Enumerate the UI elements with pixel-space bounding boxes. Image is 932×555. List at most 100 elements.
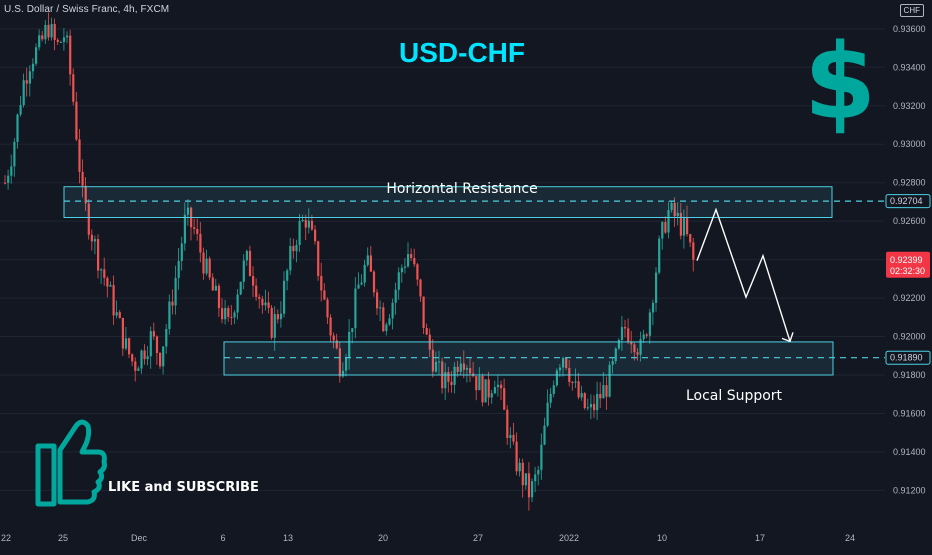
candle-body [617,340,620,349]
candle-body [351,328,354,332]
candle-body [686,218,689,235]
candle-body [121,318,124,349]
candle-body [62,37,66,42]
candle-body [382,307,385,332]
candle-body [193,227,196,230]
thumbs-up-icon [35,419,107,507]
candle-body [298,221,301,246]
candle-body [137,368,140,371]
candle-body [90,234,93,242]
candle-body [447,372,450,382]
resistance-zone[interactable] [63,186,833,219]
candle-body [103,269,106,278]
y-tick-label: 0.93400 [893,62,926,72]
candle-body [196,229,199,234]
candle-body [555,370,558,386]
support-zone[interactable] [223,341,834,376]
x-tick-label: 10 [657,533,667,543]
candle-body [41,35,44,40]
candle-body [258,296,261,299]
support-price-tag: 0.91890 [885,350,931,365]
candle-body [7,175,10,183]
candle-body [19,105,22,115]
candle-body [106,277,109,287]
candle-body [425,327,428,335]
candle-body [279,313,283,320]
candle-body [552,385,555,394]
y-tick-label: 0.91800 [893,370,926,380]
candle-body [13,141,16,167]
candle-body [679,212,682,236]
candle-body [69,35,72,75]
resistance-label: Horizontal Resistance [386,181,537,197]
candle-body [372,271,376,293]
x-tick-label: 17 [755,533,765,543]
candle-body [283,280,286,314]
candle-body [140,350,143,369]
projection-path[interactable] [696,207,791,342]
candle-body [208,258,211,278]
candle-body [515,441,518,472]
candle-body [438,361,441,363]
candle-body [434,361,438,372]
candle-body [596,393,599,411]
x-tick-label: 2022 [559,533,579,543]
candle-body [56,39,59,43]
candle-body [369,255,372,272]
candle-body [388,318,391,325]
candle-body [419,279,422,297]
candle-body [329,317,332,336]
candle-body [310,220,314,230]
x-tick-label: 6 [220,533,225,543]
candle-body [317,241,320,276]
candles [4,12,695,511]
candle-body [627,328,630,342]
candle-body [534,474,537,482]
candle-body [549,393,552,403]
candle-body [292,246,295,252]
candle-body [571,381,574,383]
candle-body [521,462,524,486]
candle-body [500,384,503,389]
candle-body [155,336,159,353]
y-tick-label: 0.91600 [893,408,926,418]
candle-body [16,114,19,142]
candle-body [131,354,134,362]
candle-body [66,35,69,38]
x-tick-label: 25 [58,533,68,543]
last-price-tag: 0.92399 02:32:30 [886,251,930,278]
candle-body [484,379,487,403]
candle-body [338,348,341,377]
candle-body [165,328,168,347]
candle-body [583,393,586,409]
svg-text:0.92399: 0.92399 [890,255,923,265]
candle-body [304,219,307,228]
y-tick-label: 0.93600 [893,24,926,34]
candle-body [469,368,472,374]
candle-body [589,404,593,408]
candle-body [562,358,565,368]
candle-body [211,277,214,291]
candle-body [651,302,655,313]
currency-badge[interactable]: CHF [899,4,924,17]
candle-body [611,361,614,365]
candle-body [93,239,97,242]
candle-body [180,243,183,261]
candle-body [112,285,115,316]
candle-body [360,282,363,285]
candle-body [527,473,531,498]
candle-body [605,385,608,397]
y-tick-label: 0.92600 [893,216,926,226]
candle-body [84,185,87,204]
candle-body [394,289,397,303]
chart-title: USD-CHF [399,37,525,68]
candle-body [664,222,667,233]
y-tick-label: 0.92200 [893,293,926,303]
candle-body [162,346,165,367]
candle-body [214,285,217,291]
candle-body [236,294,239,313]
candle-body [608,364,611,397]
candle-body [546,402,549,426]
